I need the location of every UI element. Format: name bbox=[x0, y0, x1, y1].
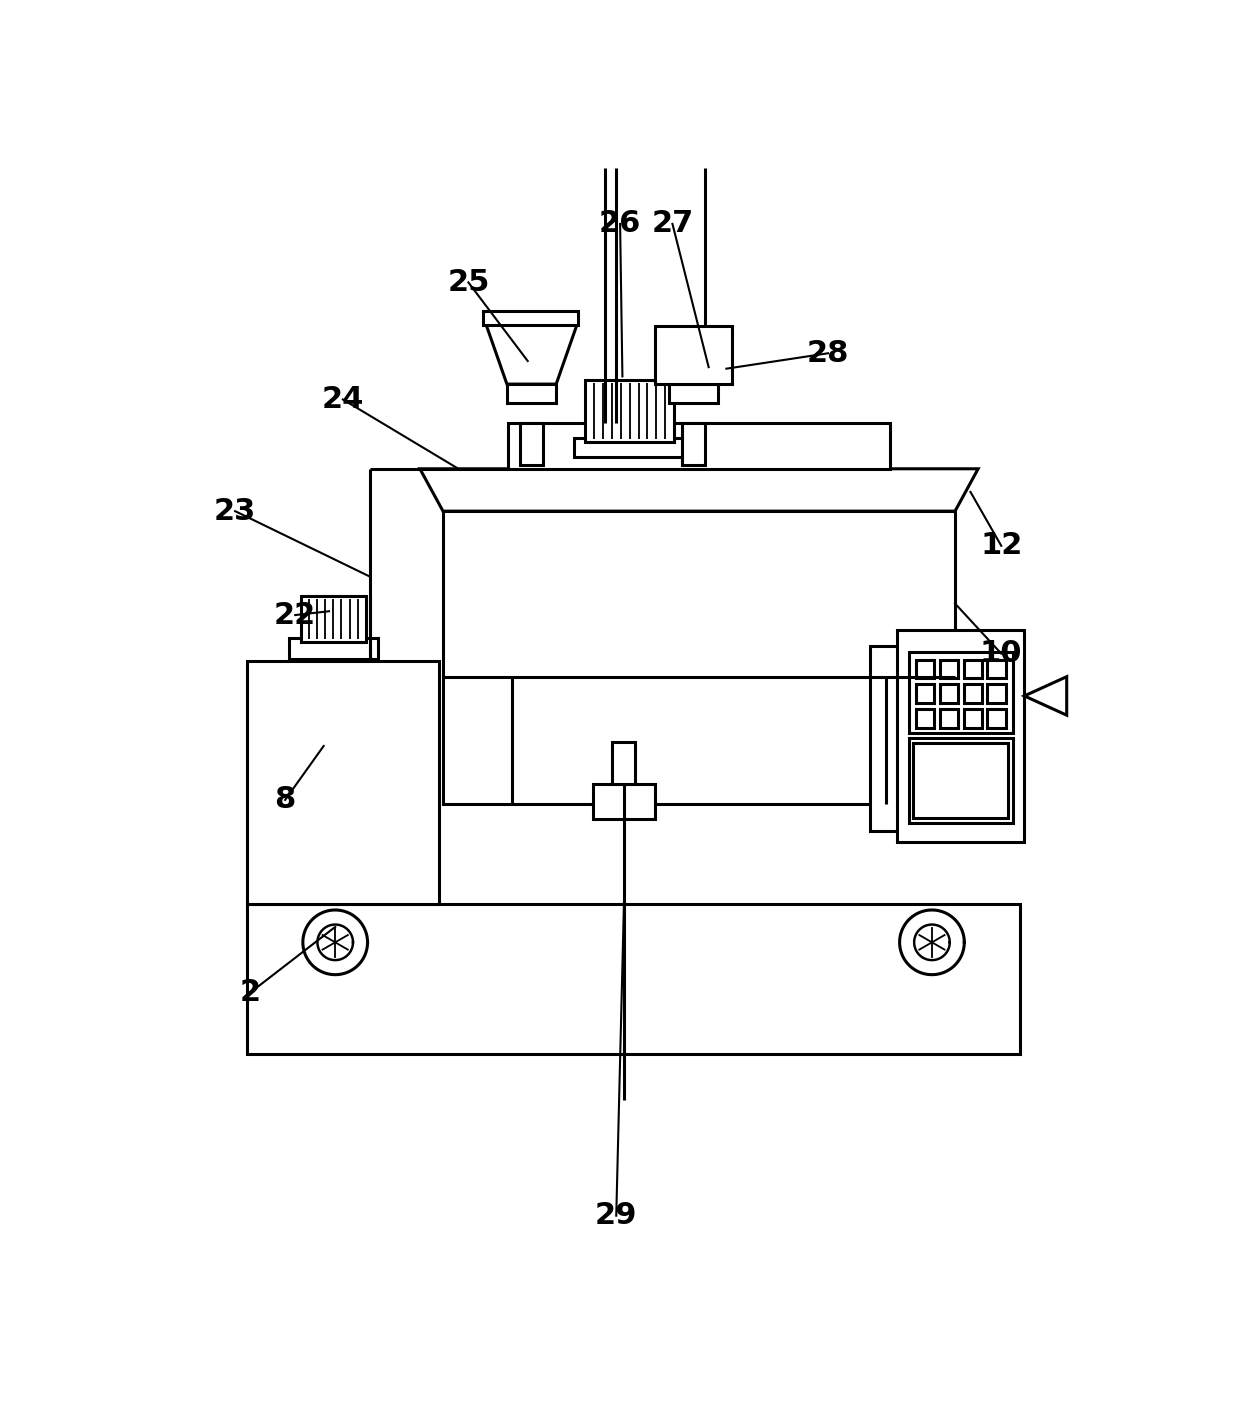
Polygon shape bbox=[668, 385, 718, 403]
Polygon shape bbox=[909, 739, 1013, 823]
Polygon shape bbox=[420, 469, 978, 511]
Text: 10: 10 bbox=[980, 639, 1023, 668]
Polygon shape bbox=[247, 904, 1021, 1054]
Polygon shape bbox=[987, 684, 1006, 703]
Text: 26: 26 bbox=[599, 209, 641, 239]
Polygon shape bbox=[940, 684, 959, 703]
Polygon shape bbox=[247, 661, 439, 904]
Polygon shape bbox=[443, 511, 955, 803]
Polygon shape bbox=[914, 743, 1008, 819]
Polygon shape bbox=[870, 646, 924, 831]
Text: 22: 22 bbox=[274, 601, 316, 629]
Polygon shape bbox=[593, 785, 655, 819]
Polygon shape bbox=[940, 709, 959, 727]
Polygon shape bbox=[898, 630, 1024, 842]
Text: 23: 23 bbox=[215, 497, 257, 525]
Text: 2: 2 bbox=[239, 977, 262, 1007]
Polygon shape bbox=[507, 385, 557, 403]
Text: 29: 29 bbox=[595, 1202, 637, 1230]
Text: 25: 25 bbox=[448, 268, 490, 296]
Polygon shape bbox=[963, 684, 982, 703]
Polygon shape bbox=[963, 660, 982, 678]
Polygon shape bbox=[1024, 677, 1066, 715]
Text: 12: 12 bbox=[980, 531, 1023, 560]
Polygon shape bbox=[585, 380, 675, 442]
Text: 24: 24 bbox=[321, 385, 365, 414]
Polygon shape bbox=[987, 660, 1006, 678]
Polygon shape bbox=[916, 684, 934, 703]
Polygon shape bbox=[963, 709, 982, 727]
Polygon shape bbox=[987, 709, 1006, 727]
Polygon shape bbox=[508, 423, 889, 469]
Polygon shape bbox=[909, 651, 1013, 733]
Text: 8: 8 bbox=[274, 785, 296, 814]
Polygon shape bbox=[484, 310, 578, 324]
Polygon shape bbox=[682, 423, 704, 465]
Polygon shape bbox=[613, 743, 635, 785]
Polygon shape bbox=[289, 639, 377, 658]
Polygon shape bbox=[574, 438, 686, 458]
Polygon shape bbox=[940, 660, 959, 678]
Polygon shape bbox=[916, 709, 934, 727]
Polygon shape bbox=[520, 423, 543, 465]
Polygon shape bbox=[655, 326, 732, 385]
Polygon shape bbox=[300, 595, 366, 642]
Polygon shape bbox=[916, 660, 934, 678]
Polygon shape bbox=[485, 323, 578, 385]
Text: 28: 28 bbox=[807, 338, 849, 368]
Text: 27: 27 bbox=[651, 209, 693, 239]
